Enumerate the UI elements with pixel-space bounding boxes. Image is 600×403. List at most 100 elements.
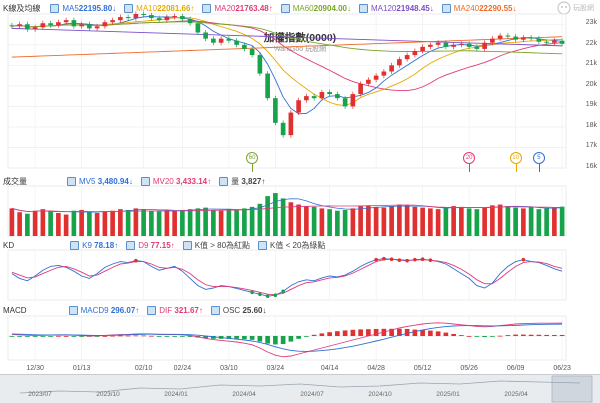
candle-body: [335, 94, 340, 99]
ma-cross-marker-60[interactable]: 60: [246, 152, 259, 164]
dif-item[interactable]: DIF 321.67↑: [147, 306, 203, 315]
volume-bar: [156, 211, 162, 236]
dif-value: 321.67↑: [174, 306, 203, 315]
d9-checkbox[interactable]: [126, 241, 136, 250]
osc-bar: [552, 334, 557, 336]
ma-legend-ma20[interactable]: MA20 21763.48↑: [202, 4, 273, 13]
macd9-value: 296.07↑: [110, 306, 140, 315]
ma60-value: 20904.00↓: [313, 4, 352, 13]
ma10-checkbox[interactable]: [124, 4, 134, 13]
k9-label: K9: [82, 241, 92, 250]
date-tick-label: 02/10: [134, 365, 153, 372]
macd9-line: [11, 323, 563, 352]
kd-note-green[interactable]: K值 < 20為綠點: [258, 240, 325, 251]
osc-bar: [397, 328, 402, 336]
volume-bar: [133, 208, 139, 236]
candle-body: [172, 16, 177, 18]
volume-bar: [342, 209, 348, 236]
price-tick-label: 16k: [585, 163, 597, 170]
osc-bar: [443, 332, 449, 336]
volume-bar: [311, 206, 317, 236]
candle-body: [32, 27, 38, 30]
k9-checkbox[interactable]: [70, 241, 80, 250]
candle-body: [71, 20, 77, 27]
ma-legend-ma5[interactable]: MA5 22195.80↓: [50, 4, 116, 13]
ma-cross-marker-10[interactable]: 10: [509, 152, 522, 164]
candle-body: [164, 17, 170, 21]
mv20-item[interactable]: MV20 3,433.14↑: [140, 177, 211, 186]
ma20-checkbox[interactable]: [202, 4, 212, 13]
date-tick-label: 05/26: [460, 365, 478, 372]
candle-body: [327, 92, 332, 95]
volume-bar: [505, 206, 511, 236]
osc-bar: [25, 336, 30, 337]
k9-line: [11, 258, 563, 297]
navigator-handle[interactable]: [551, 375, 593, 403]
marker-stem: [252, 164, 254, 172]
d9-item[interactable]: D9 77.15↑: [126, 241, 175, 250]
volume-bar: [404, 205, 410, 236]
navigator-track[interactable]: [0, 375, 600, 403]
osc-bar: [559, 334, 565, 336]
ma120-checkbox[interactable]: [359, 4, 369, 13]
osc-bar: [482, 336, 487, 337]
kd-red-checkbox[interactable]: [182, 241, 192, 250]
mv5-checkbox[interactable]: [67, 177, 76, 186]
mv5-item[interactable]: MV5 3,480.94↓: [67, 177, 133, 186]
panel-frame: [7, 315, 567, 361]
dif-checkbox[interactable]: [147, 306, 157, 315]
volume-bar: [474, 209, 480, 236]
volume-bar: [273, 193, 278, 236]
macd9-checkbox[interactable]: [68, 306, 78, 315]
candle-body: [195, 23, 201, 33]
candle-body: [265, 73, 270, 99]
volume-bar: [451, 206, 456, 236]
candle-body: [435, 42, 441, 45]
vol-item[interactable]: 量 3,827↑: [219, 176, 265, 187]
volume-bar: [304, 206, 309, 236]
volume-bar: [249, 206, 255, 236]
ma-cross-marker-20[interactable]: 20: [463, 152, 476, 164]
ma60-checkbox[interactable]: [280, 4, 290, 13]
kd-overbought-dot: [382, 256, 386, 261]
mv20-checkbox[interactable]: [140, 177, 150, 186]
range-navigator[interactable]: 2023/07 2023/10 2024/01 2024/04 2024/07 2024/…: [0, 374, 600, 403]
ma-legend-ma10[interactable]: MA10 22081.66↑: [124, 4, 194, 13]
kd-overbought-dot: [521, 257, 526, 262]
ma5-checkbox[interactable]: [50, 4, 60, 13]
osc-bar: [63, 336, 69, 337]
vol-checkbox[interactable]: [219, 177, 229, 186]
volume-bar: [552, 207, 557, 236]
kd-note-red[interactable]: K值 > 80為紅點: [182, 240, 250, 251]
candle-body: [234, 40, 239, 45]
osc-checkbox[interactable]: [210, 306, 220, 315]
osc-bar: [389, 328, 394, 336]
k9-value: 78.18↑: [94, 241, 119, 250]
volume-bar: [211, 209, 216, 236]
volume-bar: [335, 210, 340, 236]
volume-bar: [443, 207, 449, 236]
ma-legend-ma120[interactable]: MA120 21948.45↓: [359, 4, 434, 13]
volume-bar: [164, 209, 170, 236]
kd-green-checkbox[interactable]: [258, 241, 268, 250]
osc-bar: [102, 336, 108, 337]
ma-legend-ma60[interactable]: MA60 20904.00↓: [280, 4, 352, 13]
stock-chart-canvas[interactable]: [0, 0, 600, 374]
candle-body: [118, 17, 123, 21]
candle-body: [296, 100, 301, 113]
navigator-period-label: 2024/10: [368, 391, 392, 398]
ma-legend-ma240[interactable]: MA240 22290.55↓: [441, 4, 517, 13]
osc-item[interactable]: OSC 25.60↓: [210, 306, 266, 315]
osc-bar: [40, 336, 46, 337]
ma240-checkbox[interactable]: [441, 4, 451, 13]
candle-body: [319, 92, 325, 99]
price-tick-label: 23k: [585, 19, 597, 27]
osc-bar: [474, 336, 480, 337]
ma-cross-marker-5[interactable]: 5: [532, 152, 545, 164]
macd9-item[interactable]: MACD9 296.07↑: [68, 306, 140, 315]
ma240-value: 22290.55↓: [479, 4, 517, 13]
volume-bar: [513, 207, 518, 236]
mv5-line: [11, 198, 563, 213]
volume-bar: [358, 206, 363, 236]
k9-item[interactable]: K9 78.18↑: [70, 241, 118, 250]
